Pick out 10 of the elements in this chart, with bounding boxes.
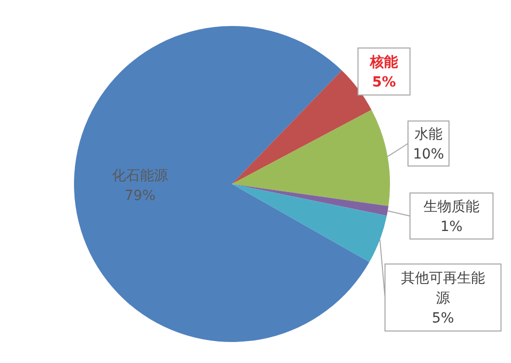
slice-label: 核能 [369, 54, 399, 70]
slice-label: 其他可再生能源 [401, 270, 485, 306]
data-label: 10% [412, 146, 444, 162]
data-label: 5% [372, 74, 396, 90]
data-label: 1% [440, 219, 463, 235]
data-label: 79% [124, 188, 156, 204]
slice-label: 化石能源 [112, 168, 168, 184]
data-label: 5% [432, 310, 454, 326]
slice-label: 生物质能 [424, 199, 480, 215]
slice-label: 水能 [414, 126, 442, 142]
